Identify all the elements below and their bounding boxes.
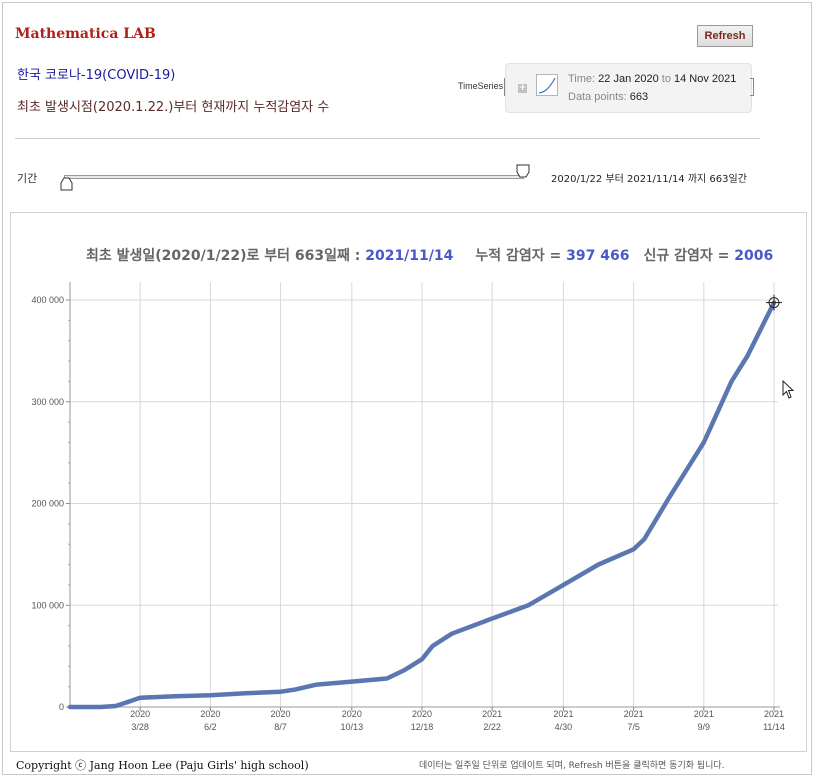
summary-date: 2021/11/14	[365, 248, 454, 264]
period-range-text: 2020/1/22 부터 2021/11/14 까지 663일간	[551, 174, 747, 185]
summary-cumulative-value: 397 466	[566, 248, 630, 264]
timeseries-thumbnail-icon	[536, 74, 558, 96]
update-note: 데이터는 일주일 단위로 업데이트 되며, Refresh 버튼을 클릭하면 동…	[419, 761, 725, 771]
timeseries-label: TimeSeries	[458, 81, 504, 91]
copyright: Copyright ⓒ Jang Hoon Lee (Paju Girls' h…	[16, 759, 309, 772]
summary-cumulative-label: 누적 감염자 =	[475, 248, 567, 264]
heading-description: 최초 발생시점(2020.1.22.)부터 현재까지 누적감염자 수	[17, 100, 330, 115]
mouse-cursor-icon	[782, 380, 795, 399]
slider-start-handle[interactable]	[60, 176, 73, 191]
summary-new-value: 2006	[734, 248, 774, 264]
chart-panel	[10, 212, 807, 752]
refresh-button[interactable]: Refresh	[697, 25, 753, 47]
summary-prefix: 최초 발생일(2020/1/22)로 부터 663일째 :	[86, 248, 366, 264]
heading-title: 한국 코로나-19(COVID-19)	[17, 68, 176, 83]
app-title: Mathematica LAB	[15, 26, 156, 42]
summary-new-label: 신규 감염자 =	[643, 248, 735, 264]
period-slider-fill	[66, 176, 524, 178]
chart-summary: 최초 발생일(2020/1/22)로 부터 663일째 : 2021/11/14…	[86, 245, 773, 265]
slider-end-handle[interactable]	[516, 164, 530, 180]
timeseries-count: Data points: 663	[568, 91, 649, 103]
timeseries-bracket-right	[750, 78, 754, 96]
timeseries-time: Time: 22 Jan 2020 to 14 Nov 2021	[568, 73, 737, 85]
expand-icon[interactable]: +	[518, 83, 527, 93]
period-label: 기간	[17, 172, 38, 185]
divider	[15, 138, 760, 139]
